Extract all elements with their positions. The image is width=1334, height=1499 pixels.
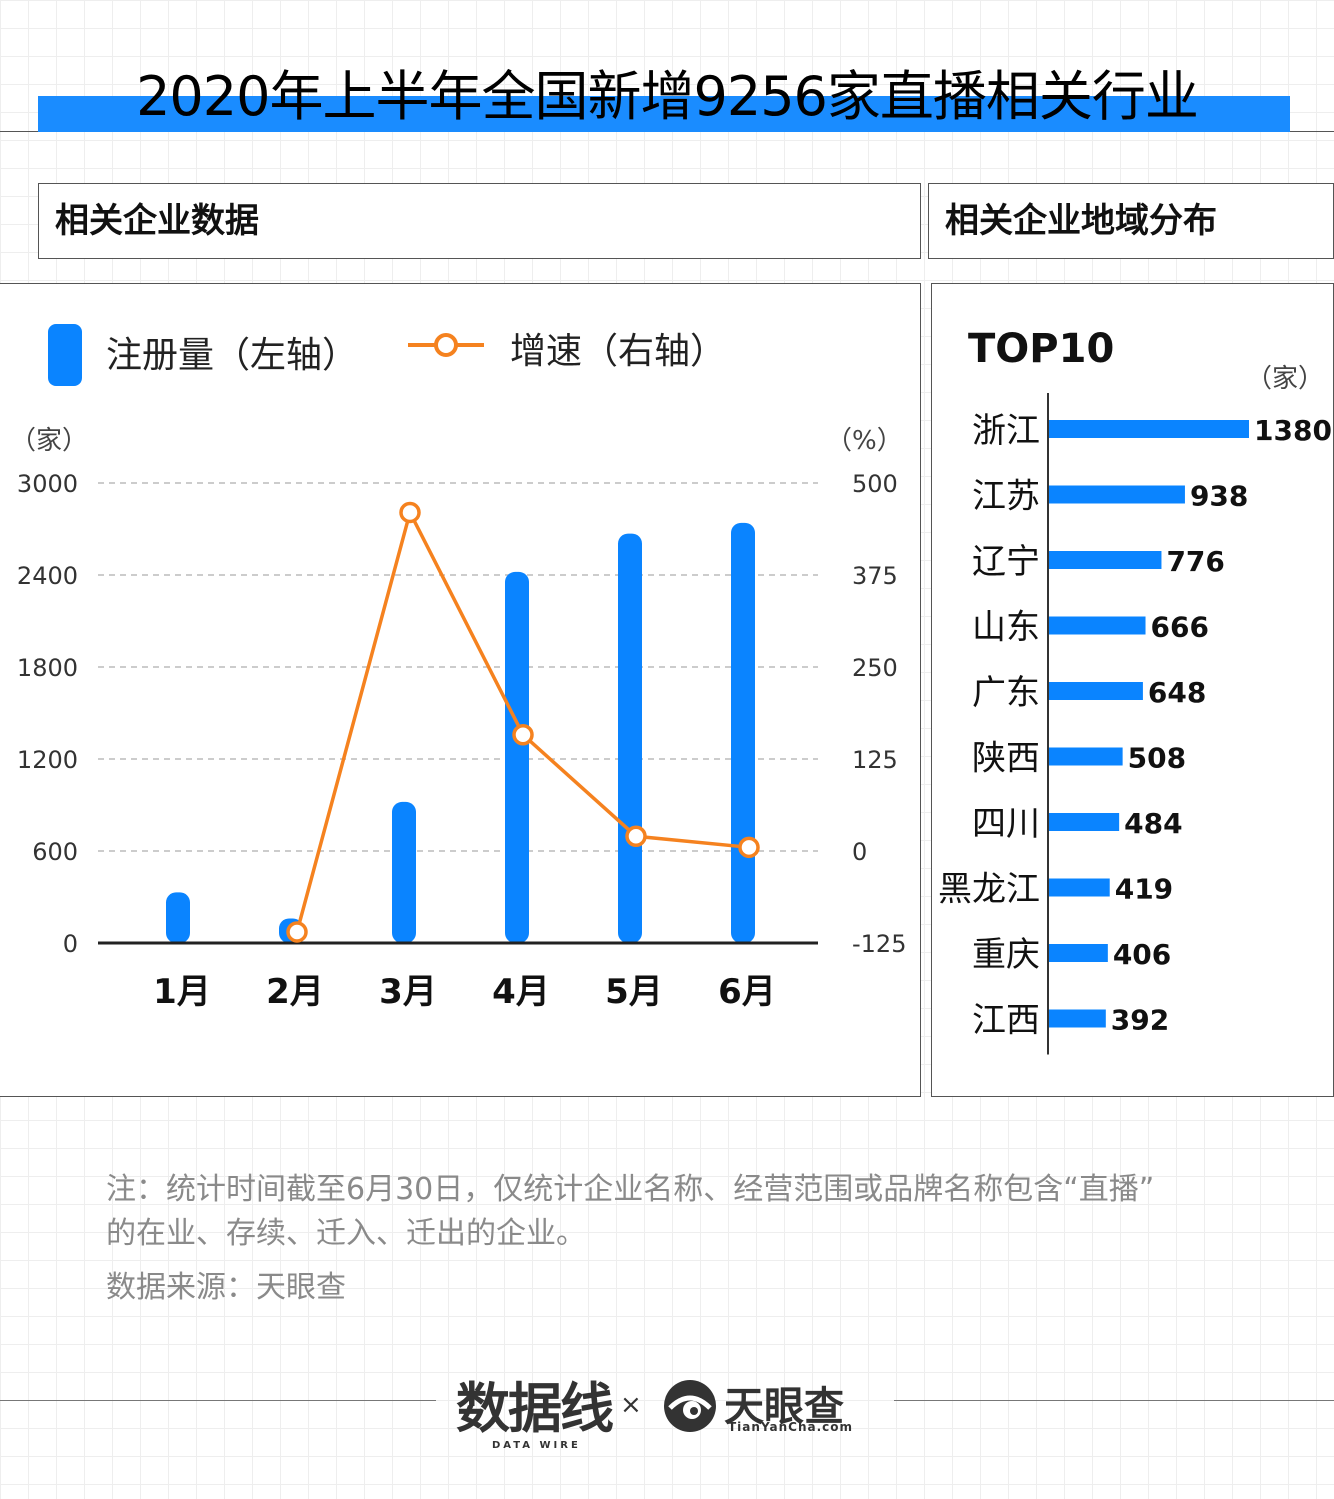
bar-6	[731, 522, 755, 943]
province-value: 666	[1151, 611, 1209, 644]
right-tick-label: 0	[852, 838, 867, 866]
province-bar-8	[1049, 878, 1110, 897]
province-bar-4	[1049, 616, 1146, 635]
province-label: 陕西	[972, 739, 1040, 779]
province-label: 浙江	[972, 411, 1040, 451]
brand-separator: ×	[620, 1390, 642, 1420]
x-tick-label: 4月	[492, 972, 550, 1012]
left-tick-label: 0	[63, 930, 78, 958]
right-panel-header: 相关企业地域分布	[928, 183, 1334, 259]
right-axis-unit: （%）	[826, 426, 903, 456]
province-label: 广东	[972, 673, 1040, 713]
province-label: 江苏	[972, 477, 1040, 517]
x-tick-label: 6月	[718, 972, 776, 1012]
legend-line-label: 增速（右轴）	[510, 331, 727, 372]
province-value: 419	[1115, 873, 1173, 906]
right-tick-label: 125	[852, 746, 898, 774]
province-value: 392	[1111, 1004, 1169, 1037]
growth-point-3	[512, 723, 534, 746]
growth-point-1	[286, 921, 308, 943]
data-source: 数据来源：天眼查	[106, 1270, 346, 1305]
left-chart-panel: 注册量（左轴） 增速（右轴） （家） （%）	[0, 283, 921, 1097]
province-bar-2	[1049, 485, 1185, 504]
province-bar-3	[1049, 551, 1162, 569]
province-bar-6	[1049, 747, 1123, 766]
bar-1	[166, 892, 190, 943]
x-tick-label: 3月	[379, 972, 437, 1012]
province-label: 重庆	[972, 935, 1040, 975]
brand-tianyancha-sub: TianYanCha.com	[728, 1420, 854, 1434]
page-title: 2020年上半年全国新增9256家直播相关行业	[136, 65, 1199, 128]
province-bar-5	[1049, 682, 1143, 700]
growth-point-2	[399, 501, 421, 524]
top10-unit: （家）	[1246, 364, 1325, 394]
province-bar-7	[1049, 813, 1120, 831]
brand-datawire-logo: 数据线	[456, 1377, 614, 1440]
right-tick-label: 250	[852, 654, 898, 682]
left-tick-label: 3000	[17, 470, 78, 498]
tianyancha-icon	[662, 1378, 718, 1434]
bar-4	[505, 571, 529, 943]
province-label: 江西	[972, 1001, 1040, 1041]
province-bar-1	[1049, 420, 1249, 438]
right-tick-label: 375	[852, 562, 898, 590]
province-label: 黑龙江	[938, 870, 1040, 910]
tianyancha-eye-icon	[664, 1380, 716, 1432]
province-value: 648	[1148, 676, 1206, 709]
top10-chart: 浙江 1380 江苏 938 辽宁 776 山东 666 广东 648 陕西 508 四川 484 黑龙江 4…	[938, 393, 1332, 1055]
note-line-1: 注：统计时间截至6月30日，仅统计企业名称、经营范围或品牌名称包含“直播”	[106, 1172, 1155, 1207]
province-bar-9	[1049, 944, 1108, 962]
province-label: 辽宁	[972, 542, 1040, 582]
left-panel-title: 相关企业数据	[55, 201, 259, 241]
bar-3	[392, 801, 416, 943]
note-line-2: 的在业、存续、迁入、迁出的企业。	[106, 1216, 586, 1251]
x-tick-label: 1月	[153, 972, 211, 1012]
province-label: 四川	[972, 804, 1040, 844]
legend-line-swatch	[406, 330, 486, 360]
province-value: 938	[1190, 480, 1248, 513]
right-panel-title: 相关企业地域分布	[945, 201, 1217, 241]
province-value: 484	[1124, 807, 1182, 840]
legend-bar-swatch	[48, 324, 82, 386]
footer-line-right	[894, 1400, 1334, 1401]
province-bar-10	[1049, 1009, 1106, 1028]
top10-label: TOP10	[968, 326, 1115, 372]
province-value: 1380	[1254, 414, 1332, 447]
combo-chart: 3000 2400 1800 1200 600 0 500 375 250 125 0 -125 1月 2…	[17, 470, 907, 1012]
growth-point-5	[738, 836, 760, 859]
right-tick-label: 500	[852, 470, 898, 498]
brand-tianyancha-logo: 天眼查	[724, 1384, 844, 1430]
province-value: 776	[1166, 545, 1224, 578]
x-tick-label: 5月	[605, 972, 663, 1012]
province-value: 406	[1113, 938, 1171, 971]
legend-line-swatch-icon	[408, 333, 484, 357]
legend-bar-label: 注册量（左轴）	[106, 335, 359, 376]
x-tick-label: 2月	[266, 972, 324, 1012]
left-tick-label: 1800	[17, 654, 78, 682]
left-panel-header: 相关企业数据	[38, 183, 921, 259]
bar-5	[618, 533, 642, 943]
left-axis-unit: （家）	[10, 426, 89, 456]
province-value: 508	[1128, 742, 1186, 775]
province-label: 山东	[972, 608, 1040, 648]
footer-line-left	[0, 1400, 436, 1401]
brand-datawire-sub: DATA WIRE	[492, 1440, 581, 1451]
left-tick-label: 1200	[17, 746, 78, 774]
left-tick-label: 2400	[17, 562, 78, 590]
growth-point-4	[625, 825, 647, 848]
right-tick-label: -125	[852, 930, 906, 958]
left-tick-label: 600	[32, 838, 78, 866]
title-highlight-bar	[38, 96, 1290, 132]
